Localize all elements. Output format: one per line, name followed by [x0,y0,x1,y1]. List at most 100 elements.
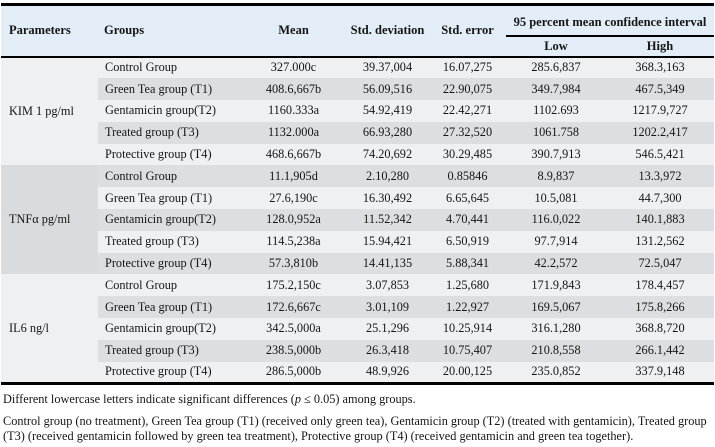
std-err-cell: 6.65,645 [429,187,506,210]
std-err-cell: 20.00,125 [429,361,506,384]
table-row: Protective group (T4) 286.5,000b 48.9,92… [1,361,715,384]
table-row: Green Tea group (T1) 408.6,667b 56.09,51… [1,78,715,101]
ci-high-cell: 175.8,266 [606,296,715,319]
ci-high-cell: 44.7,300 [606,187,715,210]
group-cell: Gentamicin group(T2) [98,100,241,122]
header-row-main: Parameters Groups Mean Std. deviation St… [1,4,715,58]
std-err-cell: 30.29,485 [429,143,506,166]
mean-cell: 114.5,238a [241,230,346,253]
table-row: Green Tea group (T1) 27.6,190c 16.30,492… [1,187,715,210]
std-dev-cell: 39.37,004 [346,56,429,79]
group-cell: Protective group (T4) [98,361,241,384]
std-err-cell: 10.25,914 [429,318,506,340]
group-cell: Green Tea group (T1) [98,296,241,319]
ci-low-cell: 390.7,913 [506,143,606,166]
table-footnotes: Different lowercase letters indicate sig… [0,385,715,444]
group-cell: Control Group [98,56,241,79]
table-row: Protective group (T4) 57.3,810b 14.41,13… [1,252,715,275]
group-cell: Treated group (T3) [98,339,241,362]
mean-cell: 175.2,150c [241,274,346,297]
std-dev-cell: 56.09,516 [346,78,429,101]
std-err-cell: 5.88,341 [429,252,506,275]
group-definitions-note: Control group (no treatment), Green Tea … [3,413,707,443]
std-dev-cell: 16.30,492 [346,187,429,210]
group-cell: Treated group (T3) [98,230,241,253]
mean-cell: 11.1,905d [241,165,346,188]
table-row: Treated group (T3) 1132.000a 66.93,280 2… [1,121,715,144]
ci-low-cell: 316.1,280 [506,318,606,340]
table-row: TNFα pg/ml Control Group 11.1,905d 2.10,… [1,165,715,275]
mean-cell: 27.6,190c [241,187,346,210]
table-header: Parameters Groups Mean Std. deviation St… [1,4,715,58]
std-dev-cell: 2.10,280 [346,165,429,188]
ci-high-cell: 546.5,421 [606,143,715,166]
ci-low-cell: 235.0,852 [506,361,606,384]
std-err-cell: 0.85846 [429,165,506,188]
group-cell: Green Tea group (T1) [98,78,241,101]
group-cell: Treated group (T3) [98,121,241,144]
ci-high-cell: 140.1,883 [606,209,715,231]
table-row: Gentamicin group(T2) 1160.333a 54.92,419… [1,100,715,122]
ci-high-cell: 178.4,457 [606,274,715,297]
group-cell: Protective group (T4) [98,252,241,275]
mean-cell: 128.0,952a [241,209,346,231]
ci-high-cell: 72.5,047 [606,252,715,275]
ci-low-cell: 1102.693 [506,100,606,122]
col-header-ci-high: High [606,35,715,58]
p-value-symbol: p [294,391,301,406]
std-dev-cell: 3.01,109 [346,296,429,319]
std-dev-cell: 66.93,280 [346,121,429,144]
mean-cell: 57.3,810b [241,252,346,275]
ci-low-cell: 349.7,984 [506,78,606,101]
significance-note-prefix: Different lowercase letters indicate sig… [3,391,295,406]
std-err-cell: 16.07,275 [429,56,506,79]
parameter-cell: IL6 ng/l [1,274,98,384]
table-row: Treated group (T3) 114.5,238a 15.94,421 … [1,230,715,253]
ci-high-cell: 13.3,972 [606,165,715,188]
std-err-cell: 6.50,919 [429,230,506,253]
std-dev-cell: 11.52,342 [346,209,429,231]
table-row: Protective group (T4) 468.6,667b 74.20,6… [1,143,715,166]
table-row: Gentamicin group(T2) 342.5,000a 25.1,296… [1,318,715,340]
col-header-std-error: Std. error [429,4,506,58]
ci-low-cell: 97.7,914 [506,230,606,253]
ci-low-cell: 210.8,558 [506,339,606,362]
mean-cell: 342.5,000a [241,318,346,340]
ci-high-cell: 1202.2,417 [606,121,715,144]
ci-low-cell: 10.5,081 [506,187,606,210]
mean-cell: 327.000c [241,56,346,79]
ci-low-cell: 285.6,837 [506,56,606,79]
mean-cell: 468.6,667b [241,143,346,166]
table-row: Treated group (T3) 238.5,000b 26.3,418 1… [1,339,715,362]
header-row-sub: Low High [1,35,715,58]
ci-low-cell: 42.2,572 [506,252,606,275]
col-header-mean: Mean [241,4,346,58]
mean-cell: 1132.000a [241,121,346,144]
parameter-cell: KIM 1 pg/ml [1,56,98,166]
group-cell: Gentamicin group(T2) [98,209,241,231]
ci-high-cell: 368.3,163 [606,56,715,79]
group-cell: Protective group (T4) [98,143,241,166]
col-header-groups: Groups [98,4,241,58]
group-cell: Gentamicin group(T2) [98,318,241,340]
std-err-cell: 22.90,075 [429,78,506,101]
ci-low-cell: 116.0,022 [506,209,606,231]
ci-high-cell: 1217.9,727 [606,100,715,122]
mean-cell: 286.5,000b [241,361,346,384]
mean-cell: 1160.333a [241,100,346,122]
table-row: IL6 ng/l Control Group 175.2,150c 3.07,8… [1,274,715,384]
std-dev-cell: 15.94,421 [346,230,429,253]
std-err-cell: 22.42,271 [429,100,506,122]
mean-cell: 408.6,667b [241,78,346,101]
ci-low-cell: 169.5,067 [506,296,606,319]
std-dev-cell: 54.92,419 [346,100,429,122]
std-dev-cell: 25.1,296 [346,318,429,340]
col-header-ci-low: Low [506,35,606,58]
statistics-table: Parameters Groups Mean Std. deviation St… [1,3,715,385]
col-header-std-deviation: Std. deviation [346,4,429,58]
parameter-cell: TNFα pg/ml [1,165,98,275]
significance-note-suffix: ≤ 0.05) among groups. [300,391,416,406]
ci-high-cell: 266.1,442 [606,339,715,362]
ci-low-cell: 171.9,843 [506,274,606,297]
std-dev-cell: 74.20,692 [346,143,429,166]
